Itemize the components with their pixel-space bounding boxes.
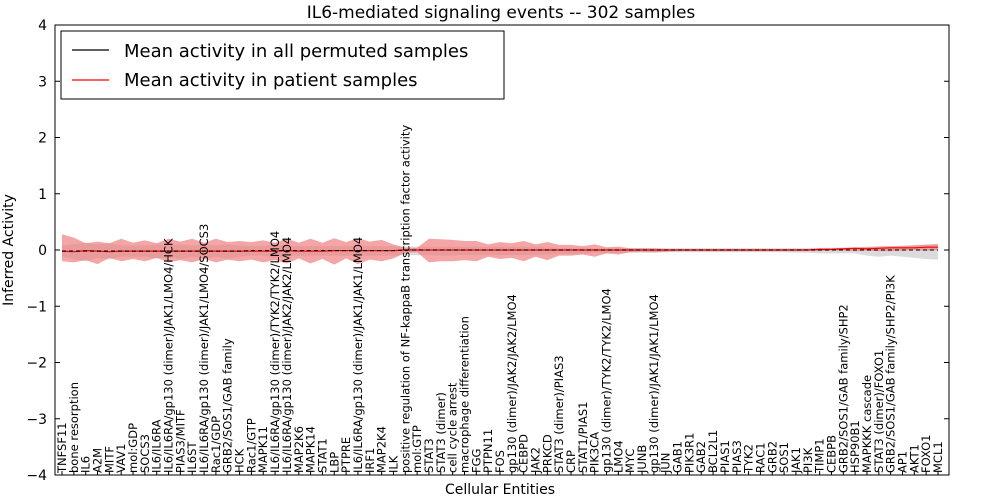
x-tick-label: GRB2 bbox=[765, 441, 779, 473]
x-tick-label: macrophage differentiation bbox=[458, 316, 472, 473]
y-tick-label: −1 bbox=[26, 299, 47, 315]
x-tick-label: STAT3 (dimer)/PIAS3 bbox=[552, 355, 566, 473]
y-tick-label: −2 bbox=[26, 356, 47, 372]
x-tick-label: SOCS3 bbox=[138, 434, 152, 473]
x-tick-label: JUNB bbox=[635, 445, 649, 474]
x-tick-label: PIK3R1 bbox=[682, 433, 696, 474]
x-tick-label: bone resorption bbox=[67, 382, 81, 473]
x-tick-label: RAC1 bbox=[753, 442, 767, 473]
x-tick-label: IRF1 bbox=[363, 448, 377, 473]
x-tick-label: FOXO1 bbox=[919, 435, 933, 473]
x-tick-label: TYK2 bbox=[742, 444, 756, 474]
x-tick-label: MAPKKK cascade bbox=[860, 375, 874, 473]
x-tick-label: STAT3 (dimer) bbox=[434, 392, 448, 473]
x-tick-label: MCL1 bbox=[931, 441, 945, 473]
x-tick-label: GAB2 bbox=[694, 441, 708, 473]
x-tick-label: IL6/IL6RA/gp130 (dimer)/JAK1/JAK1/LMO4 bbox=[351, 237, 365, 473]
y-tick-label: 3 bbox=[38, 74, 47, 90]
x-tick-label: LBP bbox=[327, 452, 341, 473]
x-tick-label: PRKCD bbox=[540, 434, 554, 473]
y-axis: −4 −3 −2 −1 0 1 2 3 4 bbox=[26, 18, 949, 484]
x-tick-label: JUN bbox=[659, 453, 673, 474]
permuted-mean-line bbox=[62, 249, 938, 252]
x-tick-label: AP1 bbox=[896, 451, 910, 473]
x-tick-label: GAB1 bbox=[671, 441, 685, 473]
x-tick-label: AKT1 bbox=[907, 444, 921, 473]
y-tick-label: 4 bbox=[38, 18, 47, 34]
x-tick-label: CEBPD bbox=[517, 434, 531, 473]
x-tick-label: JAK1 bbox=[789, 447, 803, 474]
x-tick-label: mol:GTP bbox=[410, 425, 424, 473]
y-axis-title: Inferred Activity bbox=[1, 194, 17, 306]
x-tick-label: gp130 (dimer)/JAK2/JAK2/LMO4 bbox=[505, 294, 519, 473]
lines-layer bbox=[61, 246, 938, 253]
x-tick-label: CRP bbox=[564, 450, 578, 473]
x-tick-label: LMO4 bbox=[611, 440, 625, 473]
x-tick-label: Rac1/GDP bbox=[209, 416, 223, 473]
y-tick-label: −3 bbox=[26, 412, 47, 428]
x-tick-label: PIAS1 bbox=[718, 440, 732, 473]
x-tick-label: SOS1 bbox=[777, 442, 791, 473]
legend-label-patient: Mean activity in patient samples bbox=[124, 70, 418, 91]
x-tick-label: TNFSF11 bbox=[55, 422, 69, 474]
x-tick-label: STAT1/PIAS1 bbox=[576, 402, 590, 473]
x-tick-label: PIAS3/MITF bbox=[173, 409, 187, 473]
x-tick-label: MAP2K6 bbox=[292, 426, 306, 473]
legend: Mean activity in all permuted samples Me… bbox=[60, 30, 505, 100]
x-tick-label: IL6/IL6RA/gp130 (dimer)/TYK2/TYK2/LMO4 bbox=[268, 231, 282, 473]
x-tick-label: MITF bbox=[102, 446, 116, 473]
x-tick-label: PTPRE bbox=[339, 437, 353, 473]
x-tick-label: cell cycle arrest bbox=[446, 382, 460, 473]
x-tick-label: IL6ST bbox=[185, 441, 199, 473]
x-tick-label: JAK2 bbox=[529, 447, 543, 474]
x-axis-title: Cellular Entities bbox=[445, 482, 555, 498]
x-tick-label: PI3K bbox=[801, 447, 815, 473]
x-tick-label: mol:GDP bbox=[126, 423, 140, 473]
x-tick-label: ILK bbox=[387, 455, 401, 473]
x-tick-label: IL6 bbox=[79, 456, 93, 473]
x-tick-label: positive regulation of NF-kappaB transcr… bbox=[398, 125, 412, 473]
x-tick-label: IL6/IL6RA/gp130 (dimer)/JAK1/LMO4/HCK bbox=[162, 238, 176, 473]
x-tick-label: VAV1 bbox=[114, 444, 128, 473]
y-tick-label: −4 bbox=[26, 468, 47, 484]
x-tick-label: FOS bbox=[493, 450, 507, 473]
x-tick-label: IL6/IL6RA/gp130 (dimer)/JAK2/JAK2/LMO4 bbox=[280, 237, 294, 473]
x-tick-label: GRB2/SOS1/GAB family/SHP2/PI3K bbox=[884, 275, 898, 473]
x-tick-label: IL6/IL6RA bbox=[150, 419, 164, 473]
x-tick-label: IL6/IL6RA/gp130 (dimer)/JAK1/LMO4/SOCS3 bbox=[197, 224, 211, 473]
y-tick-label: 1 bbox=[38, 187, 47, 203]
x-tick-label: STAT1 bbox=[315, 438, 329, 473]
x-tick-label: CEBPB bbox=[825, 435, 839, 473]
x-tick-label: Rac1/GTP bbox=[244, 418, 258, 473]
x-tick-label: PIAS3 bbox=[730, 440, 744, 473]
x-tick-label: MAP2K4 bbox=[375, 426, 389, 473]
x-tick-label: STAT3 (dimer)/FOXO1 bbox=[872, 350, 886, 473]
x-tick-label: PIK3CA bbox=[588, 432, 602, 473]
x-tick-label: GRB2/SOS1/GAB family bbox=[221, 338, 235, 473]
x-tick-label: STAT3 bbox=[422, 438, 436, 473]
x-tick-label: gp130 (dimer)/JAK1/JAK1/LMO4 bbox=[647, 294, 661, 473]
chart-title: IL6-mediated signaling events -- 302 sam… bbox=[307, 3, 696, 23]
x-tick-label: BCL2L1 bbox=[706, 430, 720, 473]
x-tick-label: FGG bbox=[469, 449, 483, 473]
y-tick-label: 2 bbox=[38, 131, 47, 147]
x-tick-label: PTPN11 bbox=[481, 429, 495, 473]
y-tick-label: 0 bbox=[38, 243, 47, 259]
x-tick-label: gp130 (dimer)/TYK2/TYK2/LMO4 bbox=[600, 288, 614, 473]
legend-box bbox=[60, 30, 505, 100]
x-tick-label: GRB2/SOS1/GAB family/SHP2 bbox=[836, 304, 850, 473]
x-tick-label: A2M bbox=[91, 448, 105, 473]
x-tick-label: HSP90B1 bbox=[848, 420, 862, 473]
x-tick-label: HCK bbox=[233, 448, 247, 473]
x-tick-label: MAPK14 bbox=[304, 426, 318, 473]
legend-label-permuted: Mean activity in all permuted samples bbox=[124, 41, 468, 62]
x-tick-label: MYC bbox=[623, 449, 637, 473]
x-tick-label: MAPK11 bbox=[256, 426, 270, 473]
x-tick-label: TIMP1 bbox=[813, 438, 827, 474]
